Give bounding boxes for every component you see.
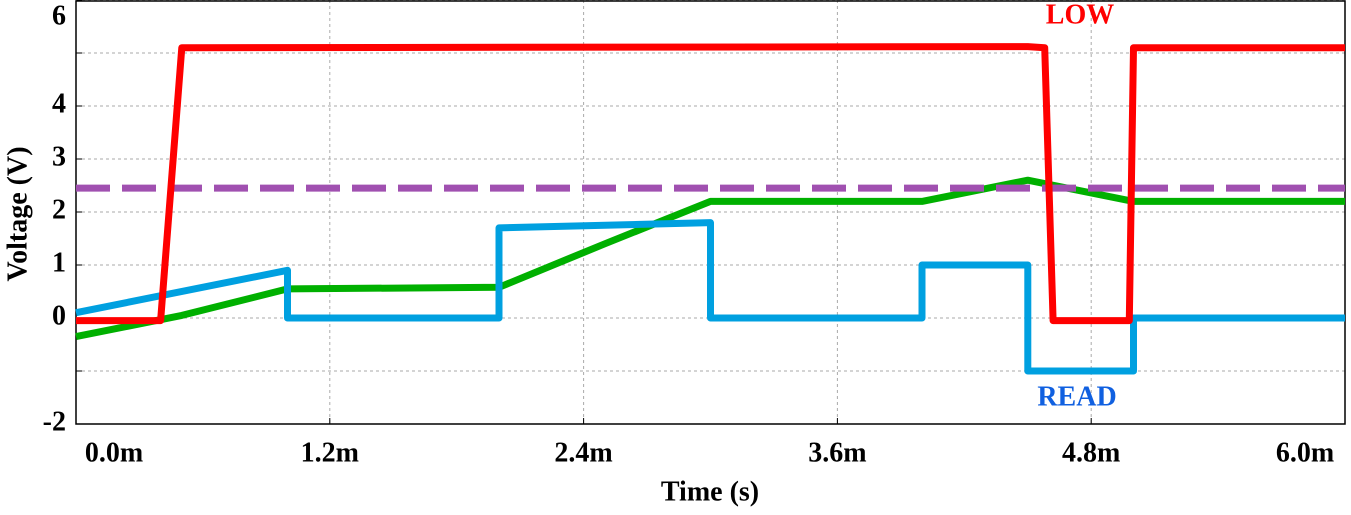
y-tick-label: 3 [52, 141, 66, 172]
x-tick-label: 2.4m [554, 437, 612, 468]
x-tick-label: 3.6m [808, 437, 866, 468]
y-tick-label: 4 [52, 88, 66, 119]
x-axis-label: Time (s) [661, 476, 759, 507]
y-tick-label: -2 [43, 406, 66, 437]
x-tick-label: 0.0m [85, 437, 143, 468]
series-line [75, 219, 1345, 375]
series-line [76, 43, 1345, 325]
y-tick-label: 1 [52, 247, 66, 278]
y-axis-label: Voltage (V) [2, 146, 33, 281]
plot-frame [75, 0, 1346, 425]
series-label: READ [1037, 381, 1116, 412]
y-tick-label: 6 [52, 0, 66, 31]
x-tick-label: 4.8m [1062, 437, 1120, 468]
x-tick-label: 1.2m [301, 437, 359, 468]
series-label: LOW [1046, 0, 1114, 30]
y-tick-label: 0 [52, 300, 66, 331]
y-tick-label: 2 [52, 194, 66, 225]
x-tick-label: 6.0m [1276, 437, 1334, 468]
